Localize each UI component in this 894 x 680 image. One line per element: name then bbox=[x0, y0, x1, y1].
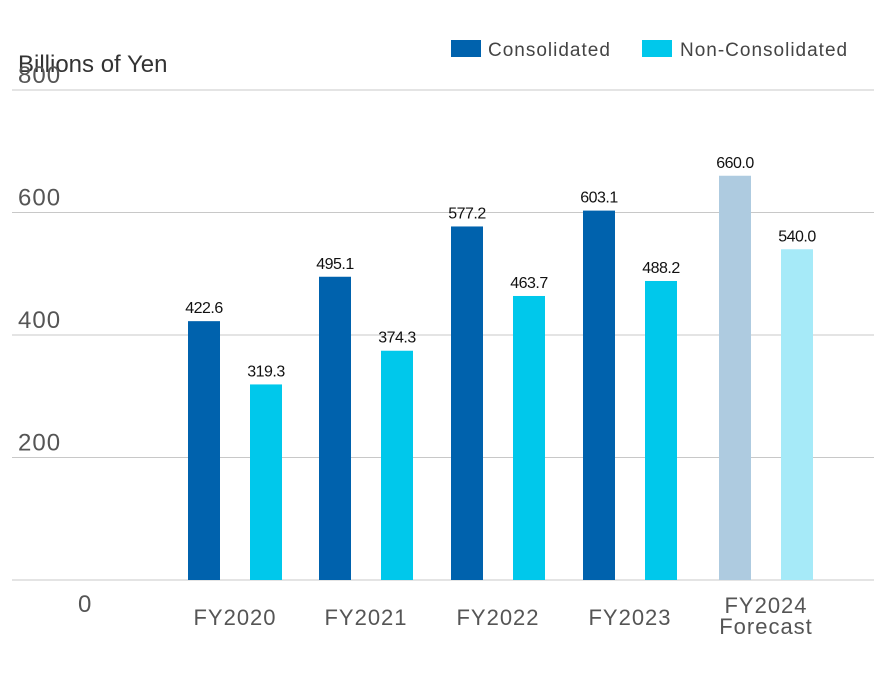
legend-label-non-consolidated: Non-Consolidated bbox=[680, 40, 848, 61]
value-label-non-consolidated-4: 540.0 bbox=[778, 228, 816, 245]
x-label-3-0: FY2023 bbox=[588, 605, 671, 630]
bar-non-consolidated-2 bbox=[513, 295, 545, 580]
value-label-consolidated-0: 422.6 bbox=[185, 300, 223, 317]
legend-label-consolidated: Consolidated bbox=[488, 40, 611, 61]
legend-swatch-consolidated bbox=[451, 40, 481, 57]
y-tick-600: 600 bbox=[18, 185, 61, 212]
bar-consolidated-0 bbox=[188, 321, 220, 580]
value-label-consolidated-4: 660.0 bbox=[716, 155, 754, 172]
value-label-consolidated-1: 495.1 bbox=[316, 256, 354, 273]
value-label-non-consolidated-2: 463.7 bbox=[510, 275, 548, 292]
x-label-4-0: FY2024 bbox=[724, 593, 807, 618]
legend-swatch-non-consolidated bbox=[642, 40, 672, 57]
bar-non-consolidated-1 bbox=[381, 350, 413, 580]
bar-consolidated-1 bbox=[319, 276, 351, 580]
y-tick-200: 200 bbox=[18, 430, 61, 457]
value-label-non-consolidated-0: 319.3 bbox=[247, 363, 285, 380]
x-label-1-0: FY2021 bbox=[324, 605, 407, 630]
y-axis-ticks: 0 200 400 600 800 bbox=[18, 62, 92, 618]
bar-non-consolidated-3 bbox=[645, 280, 677, 580]
bars bbox=[188, 175, 813, 580]
value-label-non-consolidated-3: 488.2 bbox=[642, 260, 680, 277]
y-axis-title: Billions of Yen bbox=[18, 51, 167, 78]
x-label-4-1: Forecast bbox=[719, 614, 813, 639]
value-label-consolidated-3: 603.1 bbox=[580, 190, 618, 207]
value-label-consolidated-2: 577.2 bbox=[448, 205, 486, 222]
y-tick-400: 400 bbox=[18, 307, 61, 334]
bar-non-consolidated-0 bbox=[250, 384, 282, 580]
bar-consolidated-4 bbox=[719, 175, 751, 580]
value-label-non-consolidated-1: 374.3 bbox=[378, 330, 416, 347]
x-label-0-0: FY2020 bbox=[193, 605, 276, 630]
y-tick-800: 800 bbox=[18, 62, 61, 89]
bar-consolidated-3 bbox=[583, 210, 615, 580]
value-labels: 422.6 495.1 577.2 603.1 660.0 319.3 374.3 463.7… bbox=[185, 155, 817, 381]
bar-non-consolidated-4 bbox=[781, 249, 813, 580]
y-tick-0: 0 bbox=[78, 591, 92, 618]
legend: Consolidated Non-Consolidated bbox=[451, 40, 848, 61]
x-label-2-0: FY2022 bbox=[456, 605, 539, 630]
bar-consolidated-2 bbox=[451, 226, 483, 580]
